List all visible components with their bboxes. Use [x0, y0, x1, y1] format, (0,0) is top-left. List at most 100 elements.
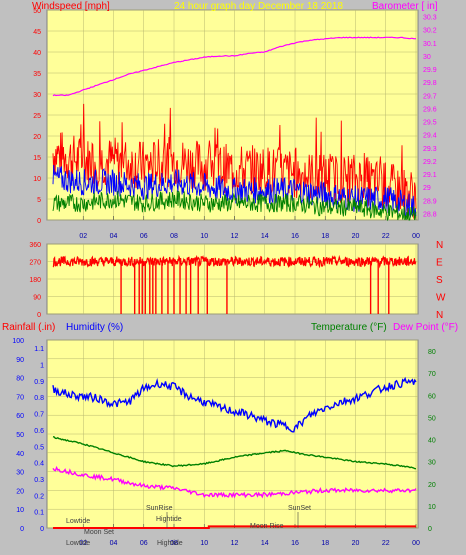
wind-x-tick-label: 06: [140, 233, 148, 240]
temperature-label: Temperature (°F): [311, 322, 387, 333]
humidity-label: Humidity (%): [66, 322, 123, 333]
humidity-y-tick-label: 30: [16, 470, 24, 477]
temperature-y-tick-label: 70: [428, 371, 436, 378]
wind-y-tick-label: 30: [33, 92, 41, 99]
temperature-y-tick-label: 50: [428, 415, 436, 422]
barometer-y-tick-label: 29: [423, 185, 431, 192]
wind-x-tick-label: 10: [200, 233, 208, 240]
direction-y-tick-label: 180: [29, 277, 41, 284]
rainfall-y-tick-label: 0.6: [34, 428, 44, 435]
temp-x-tick-label: 04: [110, 540, 118, 547]
wind-x-tick-label: 08: [170, 233, 178, 240]
rainfall-y-tick-label: 0.8: [34, 395, 44, 402]
temperature-y-tick-label: 40: [428, 438, 436, 445]
temperature-y-tick-label: 20: [428, 482, 436, 489]
temperature-y-tick-label: 60: [428, 393, 436, 400]
humidity-y-tick-label: 40: [16, 451, 24, 458]
humidity-y-tick-label: 70: [16, 394, 24, 401]
barometer-y-tick-label: 28.9: [423, 198, 437, 205]
wind-x-tick-label: 00: [412, 233, 420, 240]
humidity-y-tick-label: 20: [16, 488, 24, 495]
barometer-y-tick-label: 30.3: [423, 15, 437, 22]
lowtide-bottom-annotation: Lowtide: [66, 540, 90, 547]
moonset-annotation: Moon Set: [84, 529, 114, 536]
wind-y-tick-label: 10: [33, 176, 41, 183]
wind-x-tick-label: 20: [352, 233, 360, 240]
wind-x-tick-label: 02: [79, 233, 87, 240]
barometer-y-tick-label: 30.1: [423, 41, 437, 48]
wind-x-tick-label: 12: [231, 233, 239, 240]
temperature-y-tick-label: 30: [428, 460, 436, 467]
barometer-y-tick-label: 29.5: [423, 120, 437, 127]
barometer-y-tick-label: 29.3: [423, 146, 437, 153]
lowtide-annotation: Lowtide: [66, 518, 90, 525]
barometer-y-tick-label: 29.4: [423, 133, 437, 140]
wind-y-tick-label: 25: [33, 113, 41, 120]
barometer-y-tick-label: 29.6: [423, 106, 437, 113]
barometer-y-tick-label: 29.8: [423, 80, 437, 87]
wind-y-tick-label: 5: [37, 197, 41, 204]
direction-compass-label: W: [436, 293, 446, 304]
temp-x-tick-label: 22: [382, 540, 390, 547]
wind-y-tick-label: 15: [33, 155, 41, 162]
wind-x-tick-label: 18: [321, 233, 329, 240]
direction-y-tick-label: 360: [29, 242, 41, 249]
humidity-y-tick-label: 60: [16, 413, 24, 420]
direction-compass-label: E: [436, 258, 443, 269]
hightide-bottom-annotation: Hightide: [157, 540, 183, 547]
humidity-y-tick-label: 90: [16, 357, 24, 364]
rainfall-y-tick-label: 0.7: [34, 412, 44, 419]
wind-y-tick-label: 35: [33, 71, 41, 78]
series-points-direction: [52, 254, 417, 269]
temperature-y-tick-label: 0: [428, 526, 432, 533]
temperature-y-tick-label: 10: [428, 504, 436, 511]
wind-x-tick-label: 04: [110, 233, 118, 240]
barometer-label: Barometer [ in]: [372, 1, 438, 12]
dewpoint-label: Dew Point (°F): [393, 322, 458, 333]
barometer-y-tick-label: 30.2: [423, 28, 437, 35]
sunset-annotation: SunSet: [288, 505, 311, 512]
barometer-y-tick-label: 29.7: [423, 93, 437, 100]
temp-x-tick-label: 00: [412, 540, 420, 547]
wind-y-tick-label: 45: [33, 29, 41, 36]
humidity-y-tick-label: 80: [16, 376, 24, 383]
barometer-y-tick-label: 29.9: [423, 67, 437, 74]
rainfall-y-tick-label: 1.1: [34, 346, 44, 353]
direction-y-tick-label: 270: [29, 260, 41, 267]
temperature-y-tick-label: 80: [428, 349, 436, 356]
rainfall-y-tick-label: 0.4: [34, 461, 44, 468]
temp-x-tick-label: 06: [140, 540, 148, 547]
temp-x-tick-label: 02: [79, 540, 87, 547]
moonrise-annotation: Moon Rise: [250, 523, 284, 530]
direction-compass-label: N: [436, 240, 443, 251]
humidity-y-tick-label: 100: [12, 338, 24, 345]
temp-x-tick-label: 20: [352, 540, 360, 547]
rainfall-y-tick-label: 1: [40, 363, 44, 370]
temp-x-tick-label: 12: [231, 540, 239, 547]
humidity-y-tick-label: 10: [16, 507, 24, 514]
windspeed-label: Windspeed [mph]: [32, 1, 110, 12]
rainfall-y-tick-label: 0.1: [34, 510, 44, 517]
wind-x-tick-label: 16: [291, 233, 299, 240]
rainfall-label: Rainfall (.in): [2, 322, 55, 333]
rainfall-y-tick-label: 0.9: [34, 379, 44, 386]
direction-compass-label: N: [436, 310, 443, 321]
temp-x-tick-label: 10: [200, 540, 208, 547]
wind-x-tick-label: 22: [382, 233, 390, 240]
direction-y-tick-label: 90: [33, 295, 41, 302]
series-line-wind_mid: [52, 164, 417, 219]
barometer-y-tick-label: 29.1: [423, 172, 437, 179]
series-line-barometer: [52, 36, 417, 97]
rainfall-y-tick-label: 0: [40, 526, 44, 533]
temp-x-tick-label: 14: [261, 540, 269, 547]
humidity-y-tick-label: 50: [16, 432, 24, 439]
rainfall-y-tick-label: 0.5: [34, 444, 44, 451]
temp-x-tick-label: 16: [291, 540, 299, 547]
temp-x-tick-label: 18: [321, 540, 329, 547]
series-line-humidity: [52, 376, 417, 433]
hightide-annotation: Hightide: [156, 516, 182, 523]
series-line-temperature: [52, 436, 417, 470]
wind-y-tick-label: 50: [33, 8, 41, 15]
rainfall-y-tick-label: 0.2: [34, 493, 44, 500]
